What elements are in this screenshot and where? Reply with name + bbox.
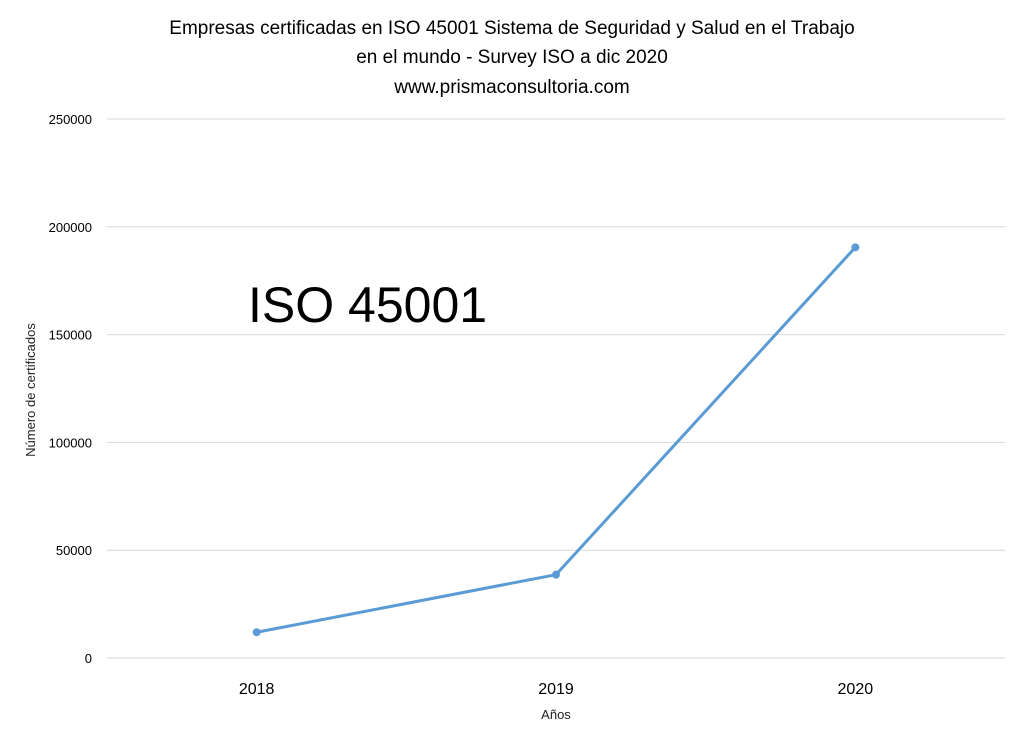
data-point <box>252 628 261 637</box>
chart-title-line-3: www.prismaconsultoria.com <box>393 77 629 98</box>
x-tick-label: 2018 <box>239 681 275 698</box>
data-series <box>252 243 860 637</box>
data-point <box>552 570 560 579</box>
y-tick-labels: 0 50000 100000 150000 200000 250000 <box>49 112 92 666</box>
chart-annotation: ISO 45001 <box>248 277 487 333</box>
x-tick-label: 2019 <box>538 681 574 698</box>
x-tick-labels: 2018 2019 2020 <box>239 681 873 698</box>
y-tick-label: 100000 <box>49 435 92 450</box>
y-tick-label: 150000 <box>49 328 92 343</box>
y-tick-label: 250000 <box>49 112 92 127</box>
y-tick-label: 200000 <box>49 220 92 235</box>
y-gridlines <box>107 118 1005 659</box>
data-point <box>851 243 860 252</box>
chart-title: Empresas certificadas en ISO 45001 Siste… <box>169 18 854 98</box>
x-tick-label: 2020 <box>838 681 874 698</box>
x-axis-title: Años <box>541 707 571 722</box>
y-tick-label: 50000 <box>56 543 92 558</box>
chart-title-line-2: en el mundo - Survey ISO a dic 2020 <box>356 47 668 68</box>
y-axis-title: Número de certificados <box>23 323 38 457</box>
chart-title-line-1: Empresas certificadas en ISO 45001 Siste… <box>169 18 854 39</box>
y-tick-label: 0 <box>85 651 92 666</box>
